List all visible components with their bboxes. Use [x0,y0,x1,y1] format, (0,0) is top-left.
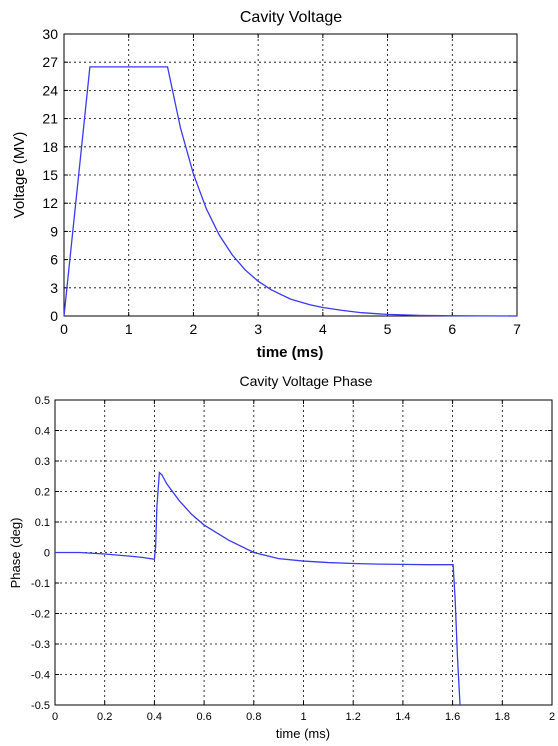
voltage-chart-x-tick-label: 3 [254,321,262,337]
voltage-chart-y-tick-label: 3 [50,280,58,296]
voltage-chart-x-axis-label: time (ms) [257,344,324,361]
phase-chart-y-tick-label: -0.4 [31,670,50,682]
phase-chart-y-tick-label: 0.3 [35,456,50,468]
voltage-chart-y-tick-label: 0 [50,308,58,324]
phase-chart-y-tick-label: 0.5 [35,395,50,407]
phase-chart-title: Cavity Voltage Phase [239,373,372,389]
phase-chart-y-tick-label: -0.2 [31,609,50,621]
voltage-chart-series [63,66,518,317]
phase-chart-x-tick-label: 1 [300,711,306,723]
voltage-chart-y-tick-label: 24 [42,82,58,98]
voltage-chart-x-tick-label: 4 [319,321,327,337]
phase-chart-y-tick-label: 0 [44,548,50,560]
phase-chart-x-tick-label: 1.2 [346,711,361,723]
voltage-chart-y-tick-labels: 0 3 6 9 12 15 18 21 24 27 30 [42,26,58,324]
voltage-chart-y-tick-label: 30 [42,26,58,42]
voltage-chart-x-tick-label: 6 [448,321,456,337]
voltage-chart-x-tick-labels: 0 1 2 3 4 5 6 7 [60,321,521,337]
phase-chart-y-tick-label: 0.4 [35,426,50,438]
phase-chart-x-tick-label: 0.6 [196,711,211,723]
voltage-chart-x-tick-label: 5 [384,321,392,337]
phase-chart-y-tick-label: -0.3 [31,639,50,651]
phase-chart-y-tick-label: 0.1 [35,517,50,529]
phase-chart: Cavity Voltage Phase 0 0.2 0.4 0.6 0.8 1 1.2 1.… [8,373,555,741]
voltage-chart-y-tick-label: 21 [42,111,58,127]
voltage-chart-y-tick-label: 12 [42,195,58,211]
phase-chart-y-tick-label: -0.1 [31,578,50,590]
phase-chart-x-tick-label: 0.4 [147,711,162,723]
voltage-chart-x-tick-label: 7 [513,321,521,337]
phase-chart-x-tick-label: 1.6 [445,711,460,723]
phase-chart-x-axis-label: time (ms) [276,726,330,741]
voltage-chart-y-tick-label: 9 [50,223,58,239]
phase-chart-y-tick-label: 0.2 [35,487,50,499]
voltage-chart-series-line [63,66,518,317]
voltage-chart-y-tick-label: 18 [42,139,58,155]
phase-chart-x-tick-label: 0 [52,711,58,723]
voltage-chart-grid [64,34,517,316]
phase-chart-x-tick-label: 1.4 [395,711,410,723]
voltage-chart-x-tick-label: 2 [190,321,198,337]
phase-chart-x-tick-label: 0.2 [97,711,112,723]
phase-chart-x-tick-label: 1.8 [495,711,510,723]
phase-chart-series-line [55,471,461,706]
voltage-chart-x-tick-label: 0 [60,321,68,337]
voltage-chart-y-tick-label: 27 [42,54,58,70]
phase-chart-series [55,471,461,706]
phase-chart-x-tick-label: 2 [549,711,555,723]
voltage-chart-y-tick-label: 6 [50,252,58,268]
voltage-chart-y-axis-label: Voltage (MV) [11,132,28,219]
phase-chart-x-tick-label: 0.8 [246,711,261,723]
voltage-chart-x-tick-label: 1 [125,321,133,337]
phase-chart-y-tick-label: -0.5 [31,700,50,712]
phase-chart-ticks [54,399,553,706]
phase-chart-grid [55,400,552,705]
voltage-chart-y-tick-label: 15 [42,167,58,183]
phase-chart-x-tick-labels: 0 0.2 0.4 0.6 0.8 1 1.2 1.4 1.6 1.8 2 [52,711,555,723]
phase-chart-y-tick-labels: 0.5 0.4 0.3 0.2 0.1 0 -0.1 -0.2 -0.3 -0.4 -0.5 [31,395,50,712]
phase-chart-y-axis-label: Phase (deg) [8,518,23,589]
voltage-chart-title: Cavity Voltage [240,9,342,26]
